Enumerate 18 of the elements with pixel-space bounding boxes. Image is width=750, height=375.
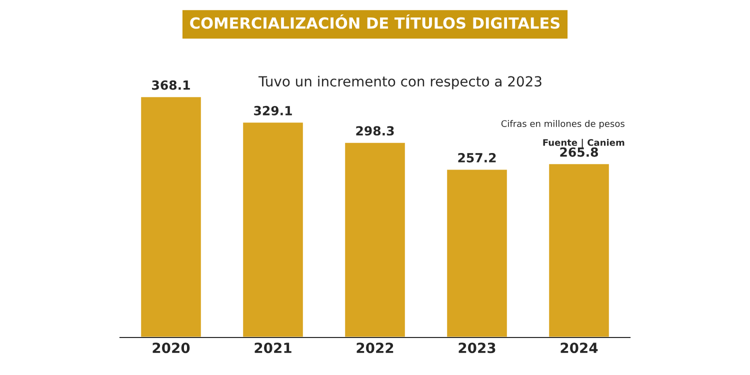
bar — [446, 168, 508, 338]
bar — [140, 96, 202, 338]
x-tick-label: 2023 — [458, 342, 496, 354]
data-label: 298.3 — [356, 126, 394, 136]
x-tick-label: 2020 — [152, 342, 190, 354]
bar — [344, 141, 406, 338]
data-label: 368.1 — [152, 80, 190, 90]
data-label: 257.2 — [458, 153, 496, 162]
chart-title: COMERCIALIZACIÓN DE TÍTULOS DIGITALES — [190, 14, 560, 29]
x-tick-label: 2024 — [560, 342, 598, 354]
chart-subtitle: Tuvo un incremento con respecto a 2023 — [258, 76, 542, 90]
x-tick-label: 2021 — [254, 342, 292, 354]
x-tick-label: 2022 — [356, 342, 394, 354]
bar — [242, 121, 304, 338]
data-label: 329.1 — [254, 106, 292, 116]
bar — [548, 162, 610, 338]
data-label: 265.8 — [560, 147, 598, 157]
annotation: Cifras en millones de pesos — [501, 120, 624, 129]
